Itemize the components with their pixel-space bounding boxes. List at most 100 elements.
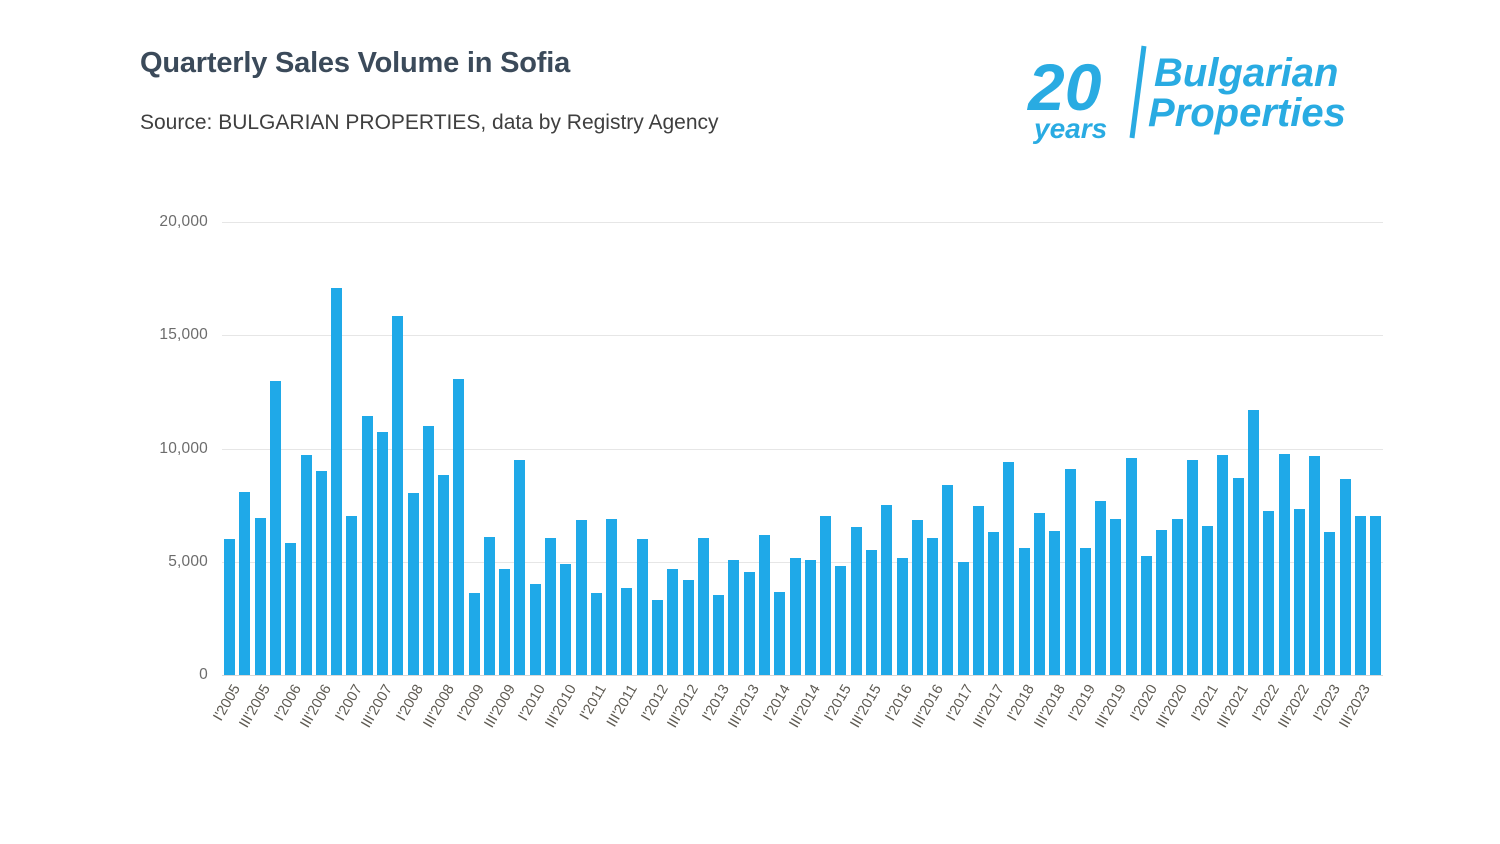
x-tick-slot: I'2012 bbox=[638, 678, 671, 798]
bar[interactable] bbox=[789, 558, 801, 675]
bar[interactable] bbox=[529, 584, 541, 675]
bar-slot bbox=[910, 222, 925, 675]
x-tick-slot: I'2013 bbox=[699, 678, 732, 798]
bar[interactable] bbox=[1278, 454, 1290, 675]
bar[interactable] bbox=[697, 537, 709, 675]
x-tick-slot: III'2013 bbox=[726, 678, 763, 798]
bar[interactable] bbox=[1339, 479, 1351, 675]
bar[interactable] bbox=[331, 287, 343, 675]
bar[interactable] bbox=[1018, 548, 1030, 675]
bar[interactable] bbox=[988, 532, 1000, 675]
bar[interactable] bbox=[850, 526, 862, 675]
bar[interactable] bbox=[1263, 510, 1275, 675]
bar[interactable] bbox=[1186, 459, 1198, 675]
bar[interactable] bbox=[865, 550, 877, 675]
bar-slot bbox=[849, 222, 864, 675]
bar[interactable] bbox=[1034, 513, 1046, 675]
bar[interactable] bbox=[896, 558, 908, 675]
bar[interactable] bbox=[499, 568, 511, 675]
bar-slot bbox=[742, 222, 757, 675]
bar[interactable] bbox=[1171, 518, 1183, 675]
x-tick-slot: I'2009 bbox=[455, 678, 488, 798]
bar[interactable] bbox=[1049, 531, 1061, 675]
bar[interactable] bbox=[743, 571, 755, 675]
bar[interactable] bbox=[1079, 548, 1091, 675]
bar[interactable] bbox=[285, 542, 297, 675]
bar[interactable] bbox=[1110, 518, 1122, 675]
bar[interactable] bbox=[682, 579, 694, 675]
bar[interactable] bbox=[652, 600, 664, 675]
bar[interactable] bbox=[1003, 462, 1015, 675]
bar[interactable] bbox=[422, 425, 434, 675]
bar-slot bbox=[1261, 222, 1276, 675]
bar[interactable] bbox=[315, 471, 327, 675]
bar-slot bbox=[894, 222, 909, 675]
bar[interactable] bbox=[224, 539, 236, 675]
bar[interactable] bbox=[911, 519, 923, 675]
bar[interactable] bbox=[804, 559, 816, 675]
bar[interactable] bbox=[621, 587, 633, 675]
bar[interactable] bbox=[254, 517, 266, 675]
bar[interactable] bbox=[376, 431, 388, 675]
bar[interactable] bbox=[820, 516, 832, 675]
bar[interactable] bbox=[453, 379, 465, 675]
bar-slot bbox=[237, 222, 252, 675]
bar[interactable] bbox=[239, 491, 251, 675]
bar[interactable] bbox=[942, 484, 954, 675]
x-tick-slot: I'2011 bbox=[577, 678, 610, 798]
bar-slot bbox=[405, 222, 420, 675]
bar[interactable] bbox=[957, 561, 969, 675]
x-tick-slot: III'2012 bbox=[665, 678, 702, 798]
bar[interactable] bbox=[972, 506, 984, 675]
bar[interactable] bbox=[713, 594, 725, 675]
bar[interactable] bbox=[392, 316, 404, 675]
bar-slot bbox=[1032, 222, 1047, 675]
bar[interactable] bbox=[438, 474, 450, 675]
bar[interactable] bbox=[667, 568, 679, 675]
bar[interactable] bbox=[1324, 532, 1336, 675]
bar[interactable] bbox=[361, 415, 373, 675]
bar[interactable] bbox=[346, 516, 358, 675]
x-tick-slot bbox=[1307, 678, 1322, 798]
bar[interactable] bbox=[590, 593, 602, 675]
bar[interactable] bbox=[1202, 525, 1214, 675]
bar-series bbox=[222, 222, 1383, 675]
x-tick-slot: III'2014 bbox=[787, 678, 824, 798]
bar[interactable] bbox=[407, 492, 419, 675]
x-tick-slot bbox=[421, 678, 436, 798]
bar[interactable] bbox=[1232, 477, 1244, 675]
bar-slot bbox=[1292, 222, 1307, 675]
bar[interactable] bbox=[774, 592, 786, 675]
bar[interactable] bbox=[560, 564, 572, 675]
logo-divider-icon bbox=[1129, 45, 1147, 139]
bar[interactable] bbox=[758, 534, 770, 675]
bar[interactable] bbox=[881, 505, 893, 675]
bar[interactable] bbox=[927, 537, 939, 675]
bar[interactable] bbox=[835, 566, 847, 675]
bar[interactable] bbox=[606, 518, 618, 675]
bar[interactable] bbox=[1125, 457, 1137, 675]
bar[interactable] bbox=[1064, 468, 1076, 675]
bar[interactable] bbox=[575, 519, 587, 675]
bar[interactable] bbox=[636, 539, 648, 675]
bar[interactable] bbox=[483, 536, 495, 675]
bar[interactable] bbox=[300, 455, 312, 675]
bar[interactable] bbox=[1370, 516, 1382, 675]
bar[interactable] bbox=[1247, 410, 1259, 675]
bar[interactable] bbox=[514, 459, 526, 675]
bar[interactable] bbox=[1309, 456, 1321, 675]
bar-slot bbox=[1139, 222, 1154, 675]
bulgarian-properties-logo: 20 years Bulgarian Properties bbox=[1020, 38, 1390, 146]
bar[interactable] bbox=[269, 380, 281, 675]
bar[interactable] bbox=[728, 559, 740, 675]
bar[interactable] bbox=[1156, 530, 1168, 675]
bar[interactable] bbox=[1217, 455, 1229, 675]
bar[interactable] bbox=[1095, 500, 1107, 675]
x-tick-slot: I'2015 bbox=[821, 678, 854, 798]
bar[interactable] bbox=[1354, 516, 1366, 675]
y-axis-labels: 0 5,000 10,000 15,000 20,000 bbox=[120, 213, 208, 683]
bar[interactable] bbox=[468, 593, 480, 675]
bar[interactable] bbox=[545, 537, 557, 675]
bar[interactable] bbox=[1141, 556, 1153, 675]
bar[interactable] bbox=[1293, 508, 1305, 675]
